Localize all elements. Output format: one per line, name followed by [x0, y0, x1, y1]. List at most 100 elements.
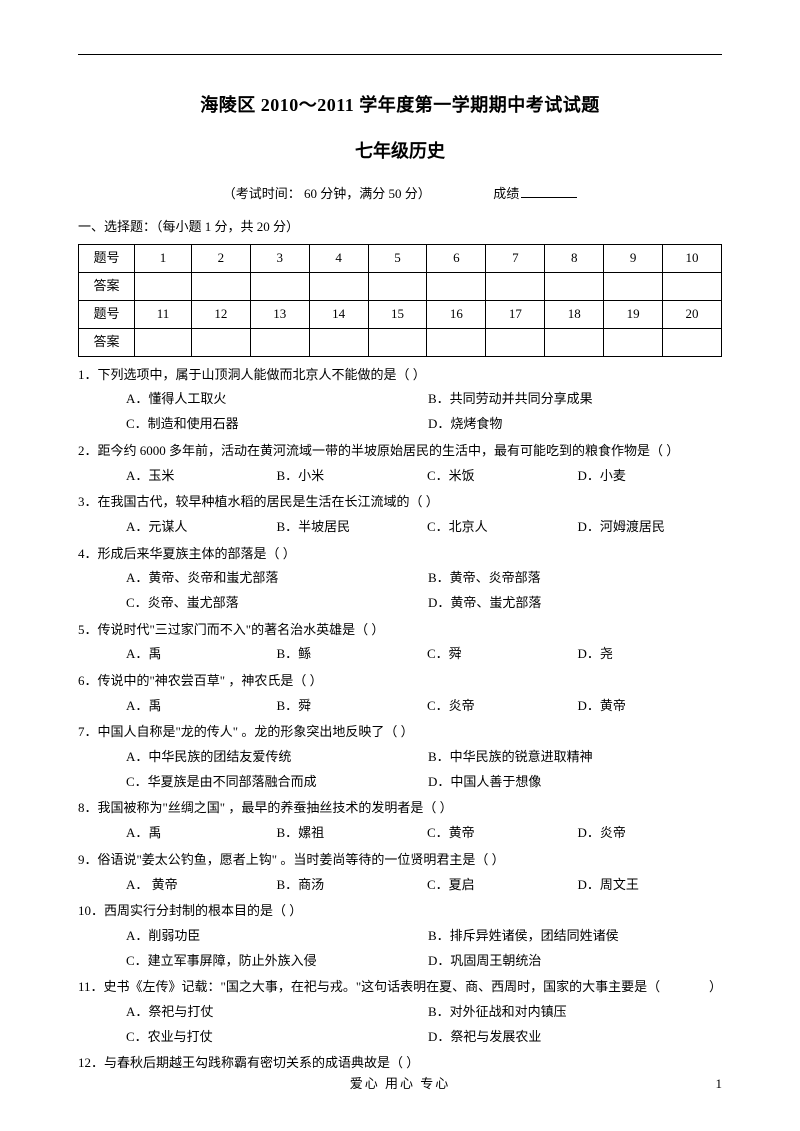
option-d: D．尧: [578, 642, 723, 667]
option-a: A．禹: [126, 821, 271, 846]
question-stem: 2．距今约 6000 多年前，活动在黄河流域一带的半坡原始居民的生活中，最有可能…: [78, 439, 722, 464]
option-b: B．中华民族的锐意进取精神: [428, 745, 722, 770]
grid-cell: 4: [309, 244, 368, 272]
doc-title-2: 七年级历史: [78, 134, 722, 168]
option-b: B．嫘祖: [277, 821, 422, 846]
grid-label: 题号: [79, 300, 135, 328]
section-1-heading: 一、选择题：（每小题 1 分，共 20 分）: [78, 215, 722, 240]
question-1: 1．下列选项中，属于山顶洞人能做而北京人不能做的是（ ） A．懂得人工取火 B．…: [78, 363, 722, 437]
grid-cell: [545, 328, 604, 356]
option-c: C．炎帝: [427, 694, 572, 719]
option-d: D．祭祀与发展农业: [428, 1025, 722, 1050]
grid-cell: [250, 272, 309, 300]
question-3: 3．在我国古代，较早种植水稻的居民是生活在长江流域的（ ） A．元谋人 B．半坡…: [78, 490, 722, 539]
exam-info: （考试时间： 60 分钟，满分 50 分） 成绩: [78, 182, 722, 207]
grid-label: 答案: [79, 272, 135, 300]
grid-cell: 20: [663, 300, 722, 328]
grid-cell: 12: [191, 300, 250, 328]
option-c: C．农业与打仗: [126, 1025, 420, 1050]
grid-cell: [191, 328, 250, 356]
option-d: D．周文王: [578, 873, 723, 898]
footer-motto: 爱心 用心 专心: [0, 1072, 800, 1097]
option-b: B．舜: [277, 694, 422, 719]
grid-label: 题号: [79, 244, 135, 272]
question-7: 7．中国人自称是"龙的传人" 。龙的形象突出地反映了（ ） A．中华民族的团结友…: [78, 720, 722, 794]
option-a: A．中华民族的团结友爱传统: [126, 745, 420, 770]
option-c: C．建立军事屏障，防止外族入侵: [126, 949, 420, 974]
grid-cell: [191, 272, 250, 300]
question-5: 5．传说时代"三过家门而不入"的著名治水英雄是（ ） A．禹 B．鲧 C．舜 D…: [78, 618, 722, 667]
grid-cell: [486, 328, 545, 356]
grid-cell: 15: [368, 300, 427, 328]
grid-cell: [135, 328, 192, 356]
grid-cell: [250, 328, 309, 356]
stem-paren: ）: [709, 975, 722, 1000]
page-number: 1: [716, 1072, 723, 1097]
question-stem: 4．形成后来华夏族主体的部落是（ ）: [78, 542, 722, 567]
question-stem: 9．俗语说"姜太公钓鱼，愿者上钩" 。当时姜尚等待的一位贤明君主是（ ）: [78, 848, 722, 873]
grid-cell: 14: [309, 300, 368, 328]
option-d: D．黄帝、蚩尤部落: [428, 591, 722, 616]
option-a: A． 黄帝: [126, 873, 271, 898]
table-row: 题号 11 12 13 14 15 16 17 18 19 20: [79, 300, 722, 328]
question-stem: 7．中国人自称是"龙的传人" 。龙的形象突出地反映了（ ）: [78, 720, 722, 745]
question-2: 2．距今约 6000 多年前，活动在黄河流域一带的半坡原始居民的生活中，最有可能…: [78, 439, 722, 488]
option-c: C．华夏族是由不同部落融合而成: [126, 770, 420, 795]
grid-cell: 6: [427, 244, 486, 272]
question-stem: 3．在我国古代，较早种植水稻的居民是生活在长江流域的（ ）: [78, 490, 722, 515]
grid-cell: 13: [250, 300, 309, 328]
option-d: D．烧烤食物: [428, 412, 722, 437]
grid-cell: 2: [191, 244, 250, 272]
option-d: D．中国人善于想像: [428, 770, 722, 795]
grid-cell: 10: [663, 244, 722, 272]
question-stem: 8．我国被称为"丝绸之国" ，最早的养蚕抽丝技术的发明者是（ ）: [78, 796, 722, 821]
doc-title-1: 海陵区 2010～2011 学年度第一学期期中考试试题: [78, 88, 722, 122]
question-11: 11．史书《左传》记载："国之大事，在祀与戎。"这句话表明在夏、商、西周时，国家…: [78, 975, 722, 1049]
grid-cell: [135, 272, 192, 300]
question-6: 6．传说中的"神农尝百草" ，神农氏是（ ） A．禹 B．舜 C．炎帝 D．黄帝: [78, 669, 722, 718]
grid-cell: [309, 328, 368, 356]
option-b: B．黄帝、炎帝部落: [428, 566, 722, 591]
grid-cell: [427, 328, 486, 356]
option-a: A．玉米: [126, 464, 271, 489]
option-b: B．共同劳动并共同分享成果: [428, 387, 722, 412]
grid-cell: [604, 328, 663, 356]
grid-cell: [663, 328, 722, 356]
option-d: D．黄帝: [578, 694, 723, 719]
option-a: A．懂得人工取火: [126, 387, 420, 412]
grid-cell: 11: [135, 300, 192, 328]
option-c: C．北京人: [427, 515, 572, 540]
option-b: B．鲧: [277, 642, 422, 667]
option-c: C．制造和使用石器: [126, 412, 420, 437]
exam-time-marks: （考试时间： 60 分钟，满分 50 分）: [223, 186, 431, 201]
grid-cell: [368, 328, 427, 356]
score-label: 成绩: [493, 186, 519, 201]
grid-cell: 9: [604, 244, 663, 272]
option-a: A．元谋人: [126, 515, 271, 540]
option-b: B．商汤: [277, 873, 422, 898]
option-b: B．排斥异姓诸侯，团结同姓诸侯: [428, 924, 722, 949]
table-row: 题号 1 2 3 4 5 6 7 8 9 10: [79, 244, 722, 272]
stem-text: 11．史书《左传》记载："国之大事，在祀与戎。"这句话表明在夏、商、西周时，国家…: [78, 975, 660, 1000]
table-row: 答案: [79, 272, 722, 300]
grid-cell: [309, 272, 368, 300]
option-b: B．半坡居民: [277, 515, 422, 540]
question-9: 9．俗语说"姜太公钓鱼，愿者上钩" 。当时姜尚等待的一位贤明君主是（ ） A． …: [78, 848, 722, 897]
grid-cell: 5: [368, 244, 427, 272]
grid-cell: [486, 272, 545, 300]
grid-cell: [545, 272, 604, 300]
option-c: C．米饭: [427, 464, 572, 489]
option-d: D．炎帝: [578, 821, 723, 846]
question-stem: 10．西周实行分封制的根本目的是（ ）: [78, 899, 722, 924]
question-stem: 5．传说时代"三过家门而不入"的著名治水英雄是（ ）: [78, 618, 722, 643]
option-d: D．河姆渡居民: [578, 515, 723, 540]
grid-cell: [604, 272, 663, 300]
question-4: 4．形成后来华夏族主体的部落是（ ） A．黄帝、炎帝和蚩尤部落 B．黄帝、炎帝部…: [78, 542, 722, 616]
question-stem: 11．史书《左传》记载："国之大事，在祀与戎。"这句话表明在夏、商、西周时，国家…: [78, 975, 722, 1000]
grid-cell: 16: [427, 300, 486, 328]
question-10: 10．西周实行分封制的根本目的是（ ） A．削弱功臣 B．排斥异姓诸侯，团结同姓…: [78, 899, 722, 973]
grid-cell: 17: [486, 300, 545, 328]
grid-cell: 1: [135, 244, 192, 272]
top-rule: [78, 54, 722, 55]
option-c: C．黄帝: [427, 821, 572, 846]
